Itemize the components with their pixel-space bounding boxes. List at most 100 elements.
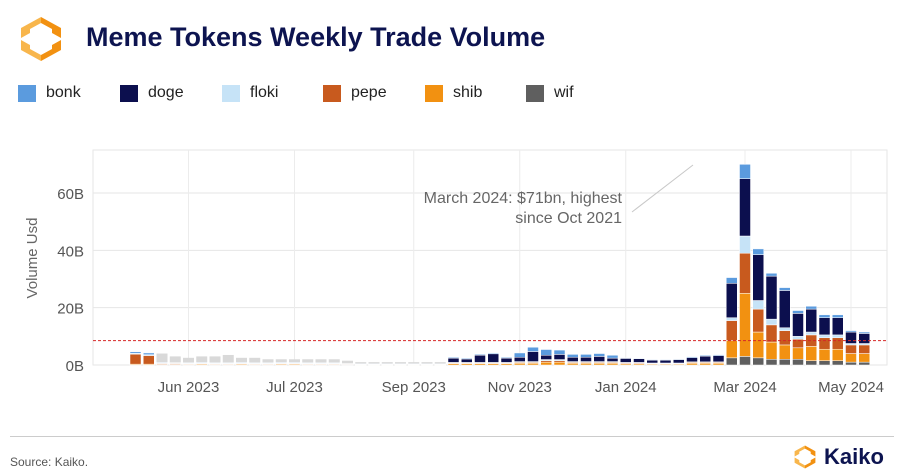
bar-doge-week-39 bbox=[646, 359, 658, 364]
stacked-bar-chart: March 2024: $71bn, highest since Oct 202… bbox=[24, 149, 888, 396]
legend-item-wif: wif bbox=[526, 84, 574, 102]
bar-bonk-week-31 bbox=[540, 349, 552, 356]
page-title: Meme Tokens Weekly Trade Volume bbox=[86, 22, 546, 52]
annotation-text-line-1: March 2024: $71bn, highest bbox=[424, 190, 623, 207]
bar-doge-week-26 bbox=[474, 355, 486, 363]
bar-pepe-week-53 bbox=[832, 337, 844, 350]
x-axis-ticks: Jun 2023 Jul 2023 Sep 2023 Nov 2023 Jan 2024… bbox=[158, 379, 884, 396]
bar-wif-week-45 bbox=[726, 357, 738, 366]
bar-floki-week-53 bbox=[832, 334, 844, 339]
bar-floki-week-49 bbox=[779, 327, 791, 331]
bar-pepe-week-54 bbox=[845, 344, 857, 354]
y-axis-label: Volume Usd bbox=[24, 218, 41, 299]
bar-doge-week-27 bbox=[487, 353, 499, 363]
bar-early-week-5 bbox=[196, 356, 208, 365]
footer-divider bbox=[10, 436, 894, 437]
bar-shib-week-30 bbox=[527, 363, 539, 366]
bar-wif-week-55 bbox=[858, 361, 870, 366]
bar-bonk-week-38 bbox=[633, 357, 645, 359]
bar-doge-week-48 bbox=[765, 275, 778, 320]
bar-bonk-week-44 bbox=[712, 354, 725, 356]
bar-doge-week-46 bbox=[739, 178, 751, 237]
bar-wif-week-49 bbox=[779, 359, 791, 366]
bar-early-week-14 bbox=[315, 359, 327, 365]
bar-bonk-week-26 bbox=[474, 354, 486, 356]
bar-doge-week-38 bbox=[633, 358, 645, 363]
bar-bonk-week-39 bbox=[646, 359, 658, 361]
bar-shib-week-48 bbox=[765, 341, 778, 360]
bar-bonk-week-33 bbox=[567, 354, 579, 358]
brand-logo-icon bbox=[794, 445, 816, 469]
x-tick-label-5: Mar 2024 bbox=[713, 379, 776, 396]
bar-bonk-week-41 bbox=[673, 358, 685, 360]
bar-bonk-week-30 bbox=[527, 346, 539, 352]
bar-doge-week-33 bbox=[567, 357, 579, 362]
bar-shib-week-53 bbox=[832, 348, 844, 361]
bar-bonk-week-40 bbox=[659, 359, 672, 361]
bar-doge-week-51 bbox=[805, 308, 817, 333]
bar-bonk-week-29 bbox=[514, 352, 526, 358]
bar-bonk-week-24 bbox=[447, 357, 460, 359]
bar-doge-week-34 bbox=[580, 357, 592, 362]
bar-early-week-8 bbox=[236, 357, 247, 365]
kaiko-logo-icon bbox=[21, 17, 61, 61]
legend-label-bonk: bonk bbox=[46, 84, 81, 101]
bar-bonk-week-25 bbox=[461, 357, 473, 360]
bar-bonk-week-37 bbox=[620, 357, 632, 359]
bar-bonk-week-17 bbox=[355, 363, 367, 365]
bar-shib-week-35 bbox=[593, 363, 605, 366]
y-axis-ticks: 0B 20B 40B 60B bbox=[57, 186, 84, 375]
x-tick-label-6: May 2024 bbox=[818, 379, 884, 396]
bar-bonk-week-10 bbox=[262, 362, 274, 364]
bar-doge-week-37 bbox=[620, 358, 632, 363]
annotation-text-line-2: since Oct 2021 bbox=[515, 210, 622, 227]
bar-shib-week-54 bbox=[845, 353, 857, 363]
legend-label-floki: floki bbox=[250, 84, 279, 101]
bar-early-week-11 bbox=[275, 359, 287, 365]
bar-floki-week-51 bbox=[805, 331, 817, 336]
bar-early-week-17 bbox=[355, 362, 367, 365]
bar-doge-week-31 bbox=[540, 355, 552, 360]
bar-doge-week-53 bbox=[832, 317, 844, 336]
bar-bonk-week-12 bbox=[288, 362, 301, 364]
legend-item-bonk: bonk bbox=[18, 84, 81, 102]
bar-shib-week-31 bbox=[540, 361, 552, 366]
bar-early-week-4 bbox=[183, 357, 194, 365]
bar-doge-week-54 bbox=[845, 331, 857, 344]
chart-bars bbox=[129, 164, 870, 366]
bar-floki-week-48 bbox=[765, 318, 778, 326]
bar-early-week-23 bbox=[434, 362, 446, 365]
legend-swatch-shib bbox=[425, 84, 443, 102]
bar-shib-week-42 bbox=[686, 363, 698, 366]
legend-label-shib: shib bbox=[453, 84, 483, 101]
bar-doge-week-41 bbox=[673, 359, 685, 364]
bar-bonk-week-21 bbox=[408, 363, 420, 365]
bar-bonk-week-45 bbox=[726, 277, 738, 284]
bar-pepe-week-52 bbox=[818, 337, 831, 350]
bar-shib-week-36 bbox=[606, 363, 619, 366]
bar-floki-week-47 bbox=[752, 300, 764, 310]
bar-early-week-9 bbox=[249, 357, 261, 365]
bar-shib-week-49 bbox=[779, 344, 791, 360]
legend-label-pepe: pepe bbox=[351, 84, 387, 101]
bar-doge-week-50 bbox=[792, 313, 804, 337]
bar-doge-week-35 bbox=[593, 356, 605, 362]
bar-wif-week-50 bbox=[792, 359, 804, 366]
bar-bonk-week-2 bbox=[156, 362, 168, 364]
bar-wif-week-47 bbox=[752, 357, 764, 366]
bar-bonk-week-27 bbox=[487, 352, 499, 355]
bar-early-week-12 bbox=[289, 359, 300, 365]
bar-wif-week-46 bbox=[739, 356, 751, 366]
bar-doge-week-40 bbox=[659, 359, 672, 364]
x-tick-label-1: Jul 2023 bbox=[266, 379, 323, 396]
bar-floki-week-50 bbox=[792, 336, 804, 340]
bar-bonk-week-43 bbox=[699, 355, 711, 357]
bar-bonk-week-9 bbox=[249, 362, 261, 364]
x-tick-label-4: Jan 2024 bbox=[595, 379, 657, 396]
bar-bonk-week-53 bbox=[832, 314, 844, 318]
y-tick-label-2: 40B bbox=[57, 243, 84, 260]
bar-bonk-week-51 bbox=[805, 305, 817, 310]
bar-bonk-week-34 bbox=[580, 354, 592, 358]
bar-bonk-week-5 bbox=[196, 362, 208, 364]
bar-bonk-week-47 bbox=[752, 248, 764, 255]
